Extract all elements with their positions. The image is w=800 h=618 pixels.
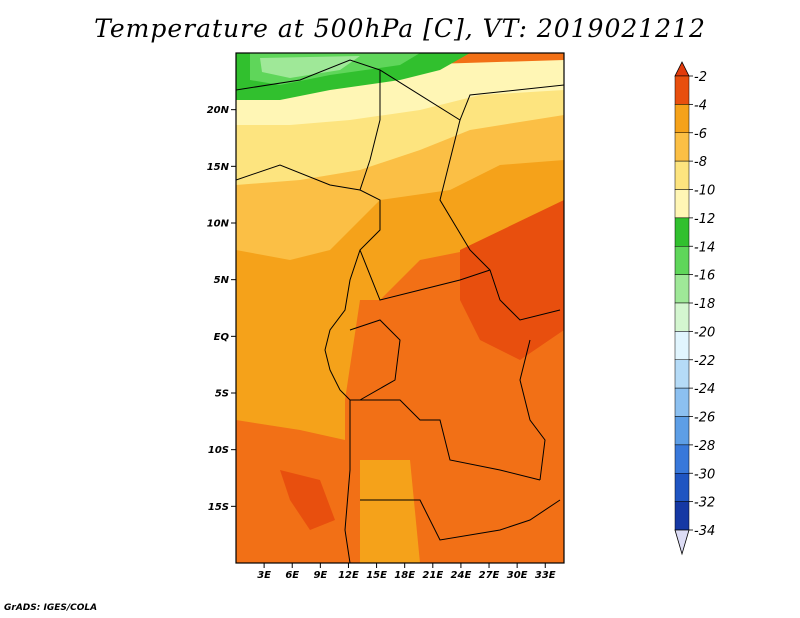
map-title: Temperature at 500hPa [C], VT: 201902121… — [94, 14, 706, 43]
colorbar-label: -28 — [694, 439, 715, 454]
field-minus18 — [260, 56, 360, 78]
lat-tick-label: 15S — [208, 502, 229, 513]
lon-tick-label: 27E — [479, 570, 500, 581]
colorbar-label: -26 — [694, 411, 715, 426]
colorbar-box — [674, 416, 690, 446]
colorbar-label: -4 — [694, 98, 707, 113]
lon-tick-label: 15E — [366, 570, 387, 581]
colorbar-label: -24 — [694, 382, 715, 397]
lon-tick-label: 21E — [422, 570, 443, 581]
colorbar-label: -20 — [694, 325, 715, 340]
colorbar-label: -18 — [694, 297, 715, 312]
coastline-west — [236, 59, 381, 563]
boundaries — [236, 59, 564, 563]
lon-tick-label: 18E — [394, 570, 415, 581]
border-north — [379, 69, 564, 121]
border-south — [360, 499, 561, 541]
border-sahel — [236, 164, 361, 191]
colorbar-box — [674, 246, 690, 275]
lat-tick-label: 10S — [208, 445, 229, 456]
colorbar-box — [674, 132, 690, 162]
plot-frame — [235, 52, 565, 564]
lon-tick-label: 24E — [451, 570, 472, 581]
colorbar-bottom-arrow — [674, 529, 690, 556]
colorbar-box — [674, 160, 690, 190]
colorbar-box — [674, 189, 690, 219]
colorbar-top-arrow — [674, 61, 690, 77]
colorbar-label: -6 — [694, 127, 707, 142]
lon-axis: 3E 6E 9E 12E 15E 18E 21E 24E 27E 30E 33E — [257, 563, 556, 581]
colorbar-box — [674, 387, 690, 417]
colorbar-label: -10 — [694, 184, 715, 199]
lat-tick-label: 5N — [214, 275, 230, 286]
colorbar-box — [674, 473, 690, 502]
colorbar-label: -30 — [694, 467, 715, 482]
lat-tick-label: 15N — [207, 162, 230, 173]
colorbar-box — [674, 359, 690, 389]
colorbar-label: -22 — [694, 354, 715, 369]
border-drc-south — [350, 399, 541, 481]
colorbar-label: -12 — [694, 212, 715, 227]
lon-tick-label: 3E — [257, 570, 271, 581]
colorbar-box — [674, 75, 690, 105]
grads-credit: GrADS: IGES/COLA — [4, 603, 98, 613]
colorbar-label: -8 — [694, 155, 707, 170]
lat-tick-label: 20N — [207, 105, 230, 116]
lon-tick-label: 30E — [507, 570, 528, 581]
colorbar-box — [674, 217, 690, 247]
field-minus2-east — [460, 200, 564, 360]
colorbar-box — [674, 302, 690, 332]
border-car — [359, 249, 491, 301]
lon-tick-label: 9E — [313, 570, 327, 581]
colorbar-box — [674, 274, 690, 304]
lat-tick-label: 5S — [215, 389, 229, 400]
colorbar: -2 -4 -6 -8 -10 -12 -14 -16 -18 -20 -22 -24 -26 -28 -3… — [674, 61, 715, 556]
field-minus2-south — [280, 470, 335, 530]
lon-tick-label: 6E — [285, 570, 299, 581]
colorbar-box — [674, 104, 690, 133]
lat-tick-label: 10N — [207, 219, 230, 230]
colorbar-label: -34 — [694, 524, 715, 539]
field-minus6-south — [360, 460, 420, 563]
lat-tick-label: EQ — [214, 332, 230, 343]
border-congo — [349, 319, 401, 401]
colorbar-label: -14 — [694, 240, 715, 255]
colorbar-label: -32 — [694, 496, 715, 511]
lon-tick-label: 12E — [338, 570, 359, 581]
colorbar-label: -16 — [694, 269, 715, 284]
border-great-lakes — [519, 339, 546, 481]
colorbar-box — [674, 501, 690, 531]
lon-tick-label: 33E — [535, 570, 556, 581]
colorbar-box — [674, 444, 690, 474]
colorbar-label: -2 — [694, 70, 707, 85]
lat-axis: 20N 15N 10N 5N EQ 5S 10S 15S — [207, 105, 236, 513]
colorbar-box — [674, 331, 690, 360]
temperature-field — [236, 53, 564, 563]
